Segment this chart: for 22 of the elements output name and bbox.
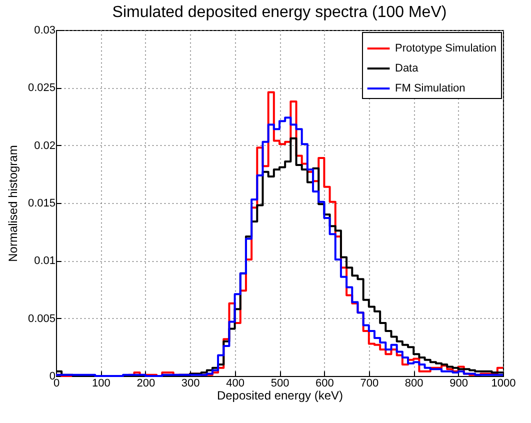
x-tick-label: 500 [270, 378, 290, 390]
x-axis-title: Deposited energy (keV) [216, 388, 344, 402]
x-tick-label: 400 [226, 378, 244, 390]
legend-label: Data [395, 62, 420, 74]
legend-label: Prototype Simulation [395, 42, 496, 54]
x-tick-label: 200 [136, 378, 156, 390]
x-tick-label: 700 [360, 378, 379, 390]
x-tick-label: 900 [450, 378, 468, 390]
x-tick-label: 100 [92, 378, 110, 390]
x-tick-label: 300 [181, 378, 200, 390]
y-tick-label: 0.025 [28, 82, 56, 94]
y-tick-label: 0.01 [34, 255, 56, 268]
x-tick-label: 600 [316, 378, 334, 390]
x-tick-label: 800 [404, 378, 424, 390]
y-tick-label: 0.015 [28, 198, 56, 210]
chart-title: Simulated deposited energy spectra (100 MeV) [112, 4, 447, 21]
y-tick-label: 0.005 [28, 312, 56, 325]
legend-label: FM Simulation [395, 82, 466, 94]
y-tick-label: 0.03 [34, 24, 56, 36]
x-tick-label: 1000 [491, 378, 516, 390]
y-tick-label: 0.02 [34, 140, 56, 152]
y-axis-title: Normalised histogram [6, 145, 20, 262]
